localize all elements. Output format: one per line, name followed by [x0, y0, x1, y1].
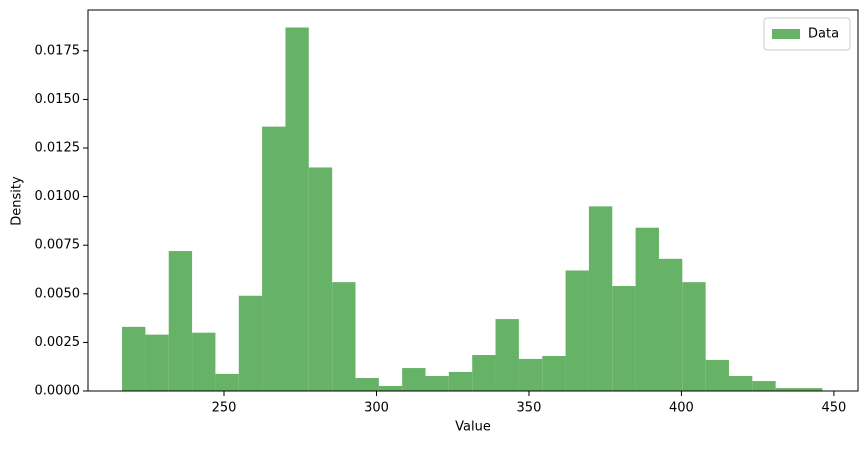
y-tick-label: 0.0050: [35, 286, 81, 301]
bar: [122, 326, 146, 391]
bar: [799, 388, 823, 391]
y-tick-label: 0.0125: [35, 141, 81, 156]
bar: [728, 376, 753, 391]
y-tick-label: 0.0000: [35, 384, 81, 399]
x-tick-label: 350: [517, 401, 542, 416]
bar: [378, 385, 403, 391]
y-tick-label: 0.0025: [35, 335, 81, 350]
bar: [565, 270, 589, 391]
x-axis-label: Value: [455, 420, 491, 435]
y-axis-label: Density: [10, 176, 25, 226]
bar: [215, 373, 239, 391]
bar: [472, 355, 496, 391]
legend-swatch: [772, 29, 800, 39]
bar: [775, 388, 800, 391]
bar: [308, 167, 333, 391]
bar: [145, 334, 169, 391]
legend-box: [763, 17, 851, 51]
y-tick-label: 0.0175: [35, 43, 81, 58]
bar: [192, 332, 216, 391]
bar: [635, 227, 659, 391]
bar: [682, 282, 706, 391]
bar: [542, 356, 566, 391]
x-tick-label: 300: [364, 401, 389, 416]
legend-label: Data: [808, 27, 839, 42]
y-tick-label: 0.0075: [35, 238, 81, 253]
bar: [612, 286, 636, 391]
x-tick-label: 450: [821, 401, 846, 416]
bar: [495, 319, 519, 391]
bar: [262, 126, 286, 391]
bar: [588, 206, 613, 391]
y-tick-label: 0.0150: [35, 92, 81, 107]
bar: [168, 251, 193, 391]
bar: [238, 295, 263, 391]
bar: [285, 27, 309, 391]
bar: [355, 377, 379, 391]
bar: [705, 359, 729, 391]
bar: [752, 381, 776, 391]
x-tick-label: 250: [212, 401, 237, 416]
bar: [448, 371, 473, 391]
bar: [658, 258, 683, 391]
bar: [518, 358, 543, 391]
axes-frame: [87, 9, 859, 392]
y-tick-label: 0.0100: [35, 189, 81, 204]
x-tick-label: 400: [669, 401, 694, 416]
bar: [332, 282, 356, 391]
bar: [402, 368, 426, 391]
bar: [425, 376, 449, 391]
